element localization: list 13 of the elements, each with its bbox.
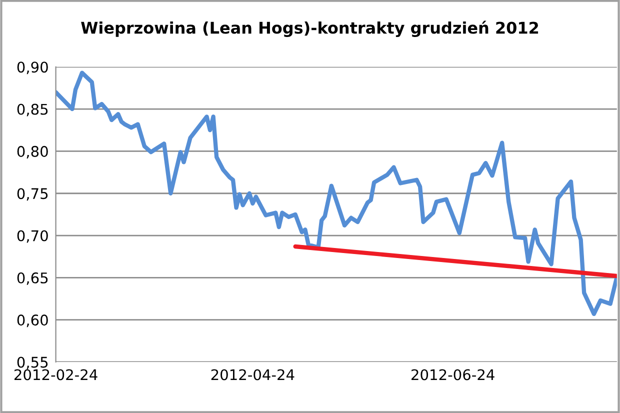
x-tick-label: 2012-06-24 — [412, 369, 494, 380]
y-tick-label: 0,80 — [17, 146, 48, 158]
y-tick-label: 0,55 — [17, 356, 48, 370]
y-tick-label: 0,85 — [17, 104, 48, 116]
y-tick-label: 0,60 — [17, 314, 48, 328]
y-tick-label: 0,65 — [17, 272, 48, 285]
y-tick-label: 0,70 — [17, 230, 48, 243]
x-tick-label: 2012-04-24 — [211, 369, 294, 380]
y-tick-label: 0,90 — [17, 62, 48, 74]
line-series — [56, 70, 617, 316]
y-tick-label: 0,75 — [17, 188, 48, 201]
x-tick-label: 2012-02-24 — [14, 369, 98, 380]
chart-title: Wieprzowina (Lean Hogs)-kontrakty grudzień 2012 — [81, 20, 538, 38]
